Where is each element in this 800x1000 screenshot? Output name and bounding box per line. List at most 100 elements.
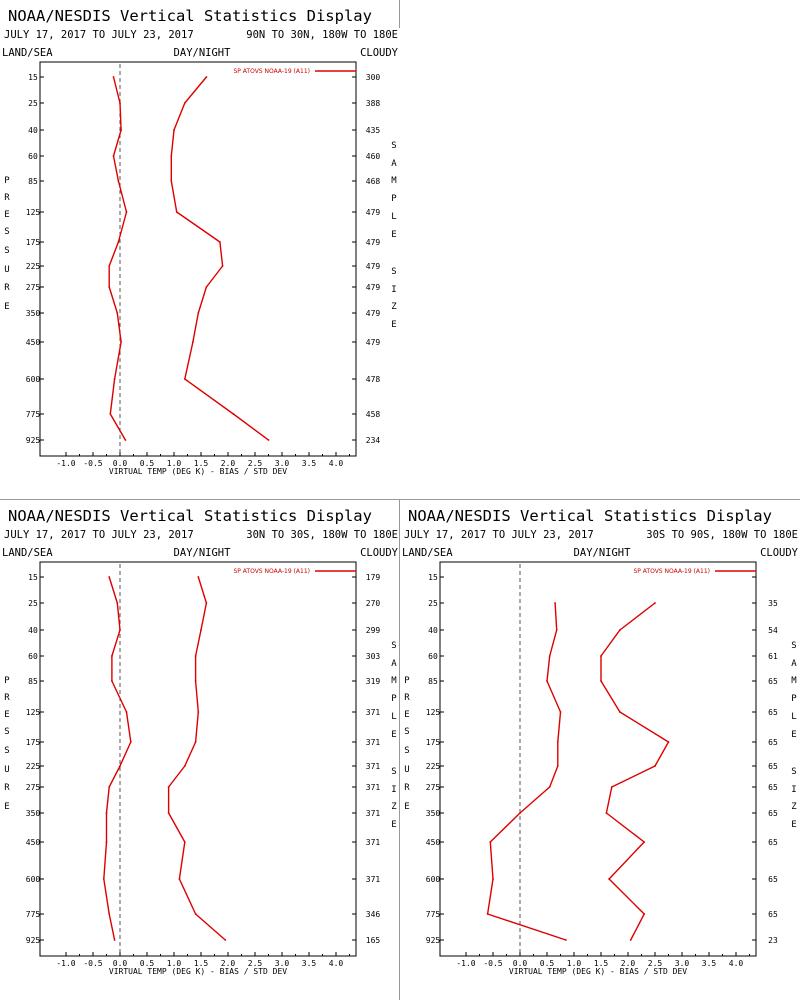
data-point — [600, 680, 602, 682]
data-point — [629, 939, 632, 941]
data-point — [111, 655, 113, 657]
data-point — [492, 878, 494, 880]
sample-size-axis-letter: P — [391, 694, 397, 704]
x-tick-label: 2.5 — [248, 459, 263, 468]
series-line-std-dev — [600, 602, 670, 941]
pressure-level-label: 15 — [28, 573, 38, 582]
pressure-axis-letter: R — [4, 783, 10, 793]
data-point — [643, 841, 646, 843]
x-tick-label: 4.0 — [329, 459, 344, 468]
date-range: JULY 17, 2017 TO JULY 23, 2017 — [404, 529, 594, 541]
x-axis-label: VIRTUAL TEMP (DEG K) - BIAS / STD DEV — [109, 967, 287, 976]
pressure-axis-letter: U — [4, 265, 9, 275]
pressure-axis-letter: S — [4, 727, 9, 737]
sample-size-label: 371 — [366, 762, 381, 771]
date-range: JULY 17, 2017 TO JULY 23, 2017 — [4, 29, 194, 41]
sample-size-axis-letter: I — [391, 785, 396, 795]
pressure-level-label: 85 — [28, 177, 38, 186]
data-point — [108, 786, 111, 788]
sample-size-label: 435 — [366, 126, 381, 135]
pressure-level-label: 175 — [426, 738, 441, 747]
data-point — [554, 602, 556, 604]
x-tick-label: 3.5 — [302, 459, 317, 468]
data-point — [224, 939, 227, 941]
sample-size-label: 371 — [366, 875, 381, 884]
sample-size-axis-letter: E — [791, 820, 796, 830]
data-point — [556, 765, 559, 767]
x-tick-label: -0.5 — [483, 959, 502, 968]
sample-size-label: 346 — [366, 910, 381, 919]
x-tick-label: 1.5 — [594, 959, 609, 968]
series-line-std-dev — [167, 576, 226, 941]
pressure-level-label: 925 — [426, 936, 441, 945]
sample-size-axis-letter: P — [791, 694, 797, 704]
data-point — [610, 786, 613, 788]
sample-size-axis-letter: L — [791, 712, 796, 722]
sample-size-label: 300 — [366, 73, 381, 82]
data-point — [117, 180, 120, 182]
x-tick-label: -0.5 — [83, 459, 102, 468]
pressure-axis-letter: E — [4, 210, 9, 220]
data-point — [548, 786, 551, 788]
pressure-axis-letter: U — [404, 765, 409, 775]
x-tick-label: 3.5 — [302, 959, 317, 968]
x-tick-label: 2.5 — [648, 959, 663, 968]
display-title: NOAA/NESDIS Vertical Statistics Display — [8, 7, 372, 25]
sample-size-label: 371 — [366, 809, 381, 818]
plot-frame — [39, 61, 357, 457]
data-point — [608, 878, 610, 880]
pressure-level-label: 225 — [26, 762, 41, 771]
data-point — [559, 711, 562, 713]
pressure-level-label: 600 — [426, 875, 441, 884]
date-range: JULY 17, 2017 TO JULY 23, 2017 — [4, 529, 194, 541]
pressure-axis-letter: S — [4, 746, 9, 756]
data-point — [619, 711, 621, 713]
data-point — [565, 939, 567, 941]
x-tick-label: 2.5 — [248, 959, 263, 968]
pressure-level-label: 85 — [428, 677, 438, 686]
sample-size-label: 299 — [366, 626, 381, 635]
data-point — [548, 655, 551, 657]
x-tick-label: 1.5 — [194, 959, 209, 968]
pressure-axis-letter: S — [404, 746, 409, 756]
cloudy-label: CLOUDY — [360, 547, 399, 559]
sample-size-axis-letter: S — [391, 641, 396, 651]
sample-size-axis-letter: S — [791, 641, 796, 651]
pressure-level-label: 175 — [26, 738, 41, 747]
x-tick-label: 2.0 — [621, 959, 636, 968]
sample-size-axis-letter: A — [391, 159, 397, 169]
data-point — [600, 655, 602, 657]
sample-size-label: 35 — [768, 599, 778, 608]
pressure-level-label: 775 — [426, 910, 441, 919]
data-point — [105, 841, 108, 843]
data-point — [200, 629, 202, 631]
x-tick-label: 2.0 — [221, 959, 236, 968]
x-tick-label: 0.5 — [140, 959, 155, 968]
data-point — [183, 102, 186, 104]
sample-size-label: 165 — [366, 936, 381, 945]
cloudy-label: CLOUDY — [360, 47, 399, 59]
sample-size-axis-letter: A — [791, 659, 797, 669]
x-tick-label: 0.0 — [513, 959, 528, 968]
land-sea-label: LAND/SEA — [2, 47, 53, 59]
data-point — [119, 765, 121, 767]
pressure-axis-letter: S — [404, 727, 409, 737]
data-point — [194, 655, 197, 657]
pressure-level-label: 275 — [26, 783, 41, 792]
sample-size-label: 179 — [366, 573, 381, 582]
data-point — [643, 913, 646, 915]
sample-size-axis-letter: S — [791, 767, 796, 777]
sample-size-axis-letter: L — [391, 712, 396, 722]
data-point — [194, 680, 197, 682]
sample-size-axis-letter: S — [391, 141, 396, 151]
sample-size-axis-letter: E — [791, 730, 796, 740]
legend-label: SP ATOVS NOAA-19 (A11) — [633, 568, 710, 575]
sample-size-axis-letter: Z — [391, 302, 397, 312]
data-point — [175, 211, 178, 213]
sample-size-label: 468 — [366, 177, 381, 186]
series-line-bias — [108, 76, 128, 441]
sample-size-label: 65 — [768, 677, 778, 686]
sample-size-label: 61 — [768, 652, 778, 661]
sample-size-axis-letter: S — [391, 267, 396, 277]
